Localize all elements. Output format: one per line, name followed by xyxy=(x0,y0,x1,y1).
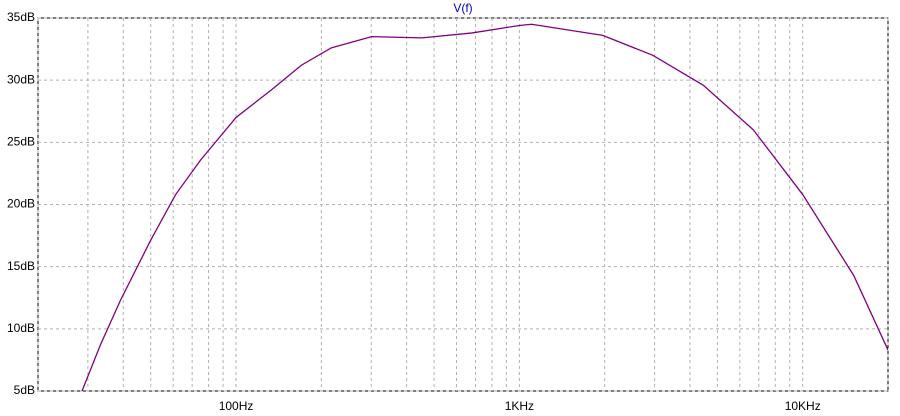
x-tick-label: 1KHz xyxy=(505,399,534,413)
y-tick-label: 30dB xyxy=(7,72,35,86)
y-tick-label: 20dB xyxy=(7,197,35,211)
y-tick-label: 10dB xyxy=(7,321,35,335)
y-tick-label: 35dB xyxy=(7,10,35,24)
line-series xyxy=(81,23,888,391)
x-tick-label: 10KHz xyxy=(785,399,821,413)
x-tick-label: 100Hz xyxy=(219,399,254,413)
y-tick-label: 25dB xyxy=(7,135,35,149)
y-tick-label: 5dB xyxy=(14,383,35,397)
chart-title: V(f) xyxy=(453,1,472,15)
y-tick-label: 15dB xyxy=(7,259,35,273)
